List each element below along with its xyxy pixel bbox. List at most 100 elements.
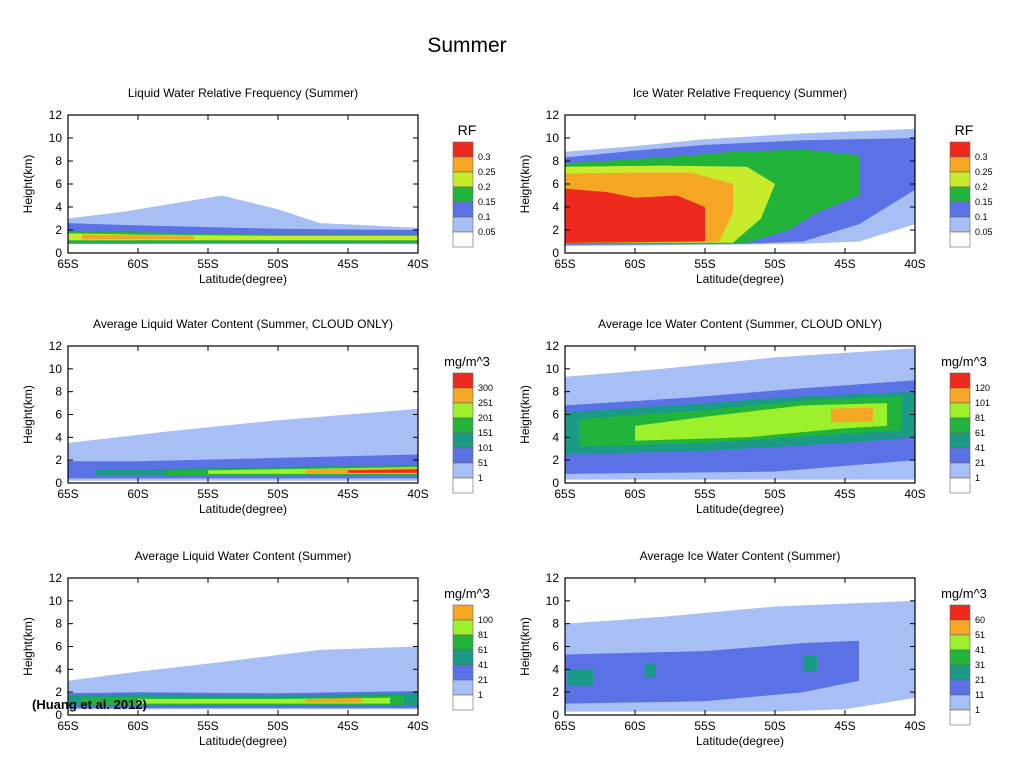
- x-axis-label: Latitude(degree): [199, 272, 287, 286]
- colorbar-swatch: [452, 664, 474, 681]
- y-tick-label: 4: [552, 430, 559, 444]
- x-tick-label: 55S: [694, 257, 715, 271]
- colorbar-title: RF: [955, 122, 974, 138]
- colorbar-swatch: [949, 216, 971, 233]
- contour-level-101: [831, 407, 873, 423]
- y-tick-label: 8: [55, 617, 62, 631]
- data-field: [68, 195, 418, 244]
- y-tick-label: 10: [546, 362, 560, 376]
- colorbar-swatch: [949, 186, 971, 203]
- chart-title: Average Liquid Water Content (Summer): [135, 549, 352, 563]
- colorbar-label: 0.3: [478, 152, 491, 162]
- chart-panel-3: Average Liquid Water Content (Summer, CL…: [21, 317, 493, 516]
- colorbar-swatch: [949, 447, 971, 464]
- colorbar-label: 1: [478, 690, 483, 700]
- colorbar-label: 61: [478, 645, 488, 655]
- y-tick-label: 2: [55, 223, 62, 237]
- chart-title: Average Ice Water Content (Summer, CLOUD…: [598, 317, 882, 331]
- contour-level-300: [348, 469, 418, 473]
- x-tick-label: 40S: [904, 487, 925, 501]
- colorbar-label: 101: [478, 443, 493, 453]
- y-tick-label: 10: [49, 131, 63, 145]
- citation: (Huang et al. 2012): [32, 697, 147, 712]
- chart-title: Liquid Water Relative Frequency (Summer): [128, 86, 358, 100]
- colorbar-label: 81: [478, 630, 488, 640]
- x-tick-label: 45S: [834, 487, 855, 501]
- y-tick-label: 10: [49, 362, 63, 376]
- y-tick-label: 10: [546, 594, 560, 608]
- y-tick-label: 12: [49, 571, 63, 585]
- chart-title: Ice Water Relative Frequency (Summer): [633, 86, 847, 100]
- x-tick-label: 45S: [834, 257, 855, 271]
- colorbar-swatch: [949, 462, 971, 479]
- colorbar-label: 0.2: [975, 182, 988, 192]
- colorbar-swatch: [452, 462, 474, 479]
- colorbar-swatch: [949, 432, 971, 449]
- colorbar-swatch: [452, 604, 474, 621]
- colorbar-label: 0.3: [975, 152, 988, 162]
- x-tick-label: 60S: [624, 257, 645, 271]
- data-field: [68, 646, 418, 710]
- y-axis-label: Height(km): [21, 617, 35, 676]
- y-axis-label: Height(km): [21, 385, 35, 444]
- y-tick-label: 0: [552, 476, 559, 490]
- colorbar-label: 0.05: [975, 227, 993, 237]
- colorbar-swatch: [949, 231, 971, 248]
- x-tick-label: 60S: [127, 719, 148, 733]
- x-tick-label: 45S: [337, 257, 358, 271]
- y-tick-label: 4: [55, 200, 62, 214]
- colorbar-label: 60: [975, 615, 985, 625]
- x-tick-label: 55S: [197, 719, 218, 733]
- x-tick-label: 55S: [197, 487, 218, 501]
- y-tick-label: 8: [552, 154, 559, 168]
- data-field: [68, 408, 418, 481]
- y-tick-label: 12: [546, 339, 560, 353]
- x-tick-label: 40S: [904, 257, 925, 271]
- x-axis-label: Latitude(degree): [696, 502, 784, 516]
- colorbar-label: 1: [975, 705, 980, 715]
- y-tick-label: 6: [552, 640, 559, 654]
- y-tick-label: 12: [546, 108, 560, 122]
- x-tick-label: 65S: [554, 719, 575, 733]
- y-tick-label: 2: [55, 685, 62, 699]
- y-tick-label: 2: [552, 223, 559, 237]
- contour-level-0.3: [565, 188, 705, 243]
- colorbar-label: 41: [975, 443, 985, 453]
- colorbar-label: 81: [975, 413, 985, 423]
- x-tick-label: 60S: [127, 487, 148, 501]
- colorbar-label: 201: [478, 413, 493, 423]
- colorbar-label: 31: [975, 660, 985, 670]
- colorbar-label: 0.05: [478, 227, 496, 237]
- x-tick-label: 65S: [57, 257, 78, 271]
- colorbar-swatch: [949, 171, 971, 188]
- colorbar-title: mg/m^3: [941, 586, 987, 601]
- colorbar-label: 101: [975, 398, 990, 408]
- contour-level-21: [644, 663, 656, 678]
- colorbar-swatch: [949, 156, 971, 173]
- data-field: [565, 600, 915, 712]
- colorbar-swatch: [949, 664, 971, 681]
- colorbar-label: 0.25: [478, 167, 496, 177]
- x-tick-label: 40S: [407, 719, 428, 733]
- x-tick-label: 50S: [764, 487, 785, 501]
- colorbar-label: 41: [478, 660, 488, 670]
- colorbar-swatch: [949, 634, 971, 651]
- slide-title: Summer: [427, 34, 507, 57]
- colorbar-swatch: [452, 477, 474, 494]
- y-tick-label: 6: [552, 177, 559, 191]
- colorbar-swatch: [452, 231, 474, 248]
- y-tick-label: 0: [552, 708, 559, 722]
- colorbar-label: 0.1: [478, 212, 491, 222]
- colorbar-swatch: [949, 709, 971, 726]
- y-axis-label: Height(km): [518, 155, 532, 214]
- x-tick-label: 50S: [764, 719, 785, 733]
- y-tick-label: 0: [552, 246, 559, 260]
- y-tick-label: 2: [55, 453, 62, 467]
- y-tick-label: 6: [552, 408, 559, 422]
- x-tick-label: 40S: [407, 487, 428, 501]
- contour-level-21: [567, 669, 593, 686]
- colorbar-label: 21: [975, 458, 985, 468]
- x-tick-label: 50S: [267, 719, 288, 733]
- colorbar-label: 61: [975, 428, 985, 438]
- colorbar-swatch: [949, 417, 971, 434]
